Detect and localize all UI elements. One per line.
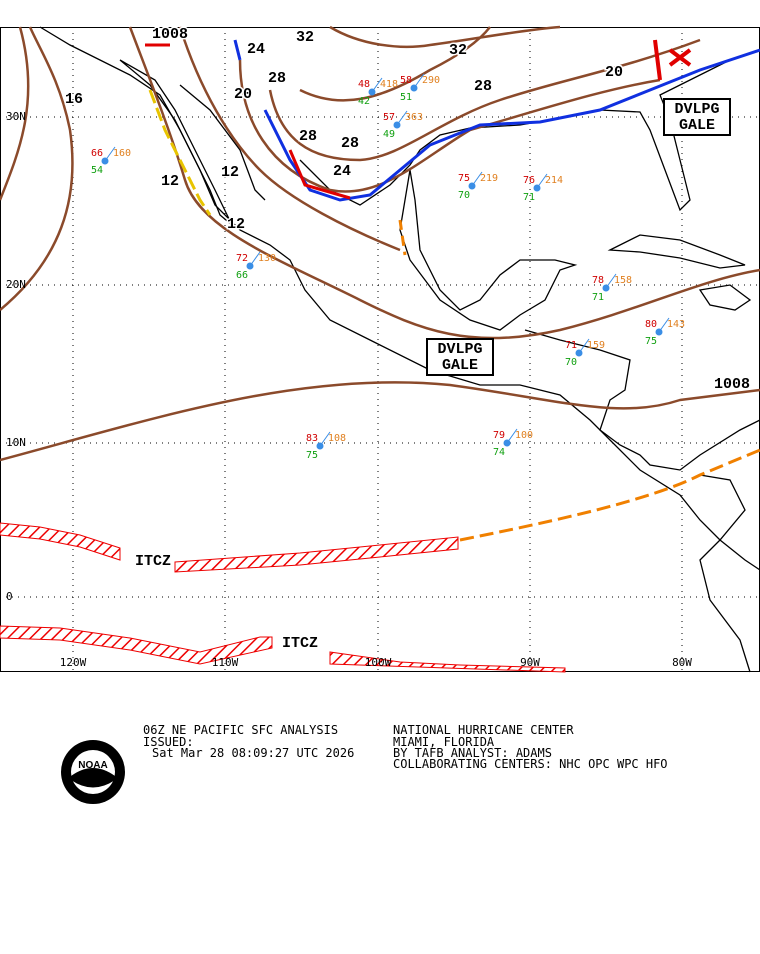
gale-text: DVLPG [437, 341, 482, 358]
isobar-label: 24 [333, 163, 351, 180]
footer-line: COLLABORATING CENTERS: NHC OPC WPC HFO [393, 757, 668, 771]
noaa-logo: NOAA [61, 740, 125, 804]
isobar-label: 12 [161, 173, 179, 190]
isobar-label: 1008 [714, 376, 750, 393]
station-temp: 48 [358, 79, 370, 90]
footer-line: BY TAFB ANALYST: ADAMS [393, 746, 552, 760]
lon-label: 120W [60, 656, 87, 669]
lon-label: 100W [365, 656, 392, 669]
station-dew: 74 [493, 447, 505, 458]
station-pres: 158 [614, 275, 632, 286]
station-pres: 159 [587, 340, 605, 351]
footer-line: ISSUED: [143, 735, 194, 749]
station-pres: 160 [113, 148, 131, 159]
station-dew: 54 [91, 165, 103, 176]
station-dew: 70 [565, 357, 577, 368]
wind-barb [104, 146, 116, 162]
station-pres: 214 [545, 175, 563, 186]
isobar-label: 1008 [152, 26, 188, 43]
station-temp: 58 [400, 75, 412, 86]
station-pres: 108 [328, 433, 346, 444]
station-temp: 72 [236, 253, 248, 264]
wind-barb [578, 338, 590, 354]
lat-label: 30N [6, 110, 26, 123]
isobar-label: 24 [247, 41, 265, 58]
isobar-label: 28 [474, 78, 492, 95]
wind-barb [396, 110, 408, 126]
station-dew: 70 [458, 190, 470, 201]
station-pres: 290 [422, 75, 440, 86]
station-dew: 51 [400, 92, 412, 103]
isobar-label: 28 [268, 70, 286, 87]
wind-barb [471, 171, 483, 187]
station-dew: 75 [306, 450, 318, 461]
station-pres: 143 [667, 319, 685, 330]
station-dew: 71 [523, 192, 535, 203]
station-pres: 418 [380, 79, 398, 90]
footer-line: 06Z NE PACIFIC SFC ANALYSIS [143, 723, 338, 737]
station-dew: 49 [383, 129, 395, 140]
gale-box [663, 98, 731, 136]
isobar-label: 32 [296, 29, 314, 46]
map [0, 25, 760, 673]
station-temp: 66 [91, 148, 103, 159]
isobar-label: 20 [605, 64, 623, 81]
itcz-label: ITCZ [135, 553, 171, 570]
isobar-label: 12 [227, 216, 245, 233]
station-temp: 80 [645, 319, 657, 330]
station-dew: 71 [592, 292, 604, 303]
wind-barb [506, 428, 518, 444]
station-dew: 66 [236, 270, 248, 281]
station-pres: 100 [515, 430, 533, 441]
lon-label: 80W [672, 656, 692, 669]
isobar-label: 28 [341, 135, 359, 152]
isobar-label: 16 [65, 91, 83, 108]
station-pres: 130 [258, 253, 276, 264]
isobar-label: 12 [221, 164, 239, 181]
wind-barb [371, 77, 383, 93]
wind-barb [319, 431, 331, 447]
lon-label: 110W [212, 656, 239, 669]
gale-box [426, 338, 494, 376]
gale-text: GALE [679, 117, 715, 134]
wind-barb [413, 73, 425, 89]
itcz-label: ITCZ [282, 635, 318, 652]
isobar-label: 28 [299, 128, 317, 145]
footer-line: Sat Mar 28 08:09:27 UTC 2026 [152, 746, 354, 760]
fronts [145, 39, 760, 542]
station-temp: 79 [493, 430, 505, 441]
lat-label: 0 [6, 590, 13, 603]
footer-line: MIAMI, FLORIDA [393, 735, 495, 749]
station-dew: 75 [645, 336, 657, 347]
wind-barb [249, 251, 261, 267]
lat-label: 10N [6, 436, 26, 449]
station-dew: 42 [358, 96, 370, 107]
logo-text: NOAA [78, 760, 107, 771]
station-temp: 76 [523, 175, 535, 186]
footer-line: NATIONAL HURRICANE CENTER [393, 723, 574, 737]
gale-text: DVLPG [674, 101, 719, 118]
isobar-label: 20 [234, 86, 252, 103]
station-pres: 219 [480, 173, 498, 184]
lat-label: 20N [6, 278, 26, 291]
wind-barb [605, 273, 617, 289]
wind-barb [658, 317, 670, 333]
footer: 06Z NE PACIFIC SFC ANALYSIS ISSUED: Sat … [61, 723, 668, 804]
station-temp: 78 [592, 275, 604, 286]
wind-barb [536, 173, 548, 189]
station-temp: 71 [565, 340, 577, 351]
station-temp: 83 [306, 433, 318, 444]
graticule [0, 27, 760, 672]
station-temp: 75 [458, 173, 470, 184]
lon-label: 90W [520, 656, 540, 669]
gale-text: GALE [442, 357, 478, 374]
station-pres: 363 [405, 112, 423, 123]
isobar-label: 32 [449, 42, 467, 59]
itcz-bands [0, 522, 566, 673]
station-temp: 57 [383, 112, 395, 123]
labels: 30N 20N 10N 0 120W 110W 100W 90W 80W 1008 24 32 32 28… [6, 24, 752, 669]
